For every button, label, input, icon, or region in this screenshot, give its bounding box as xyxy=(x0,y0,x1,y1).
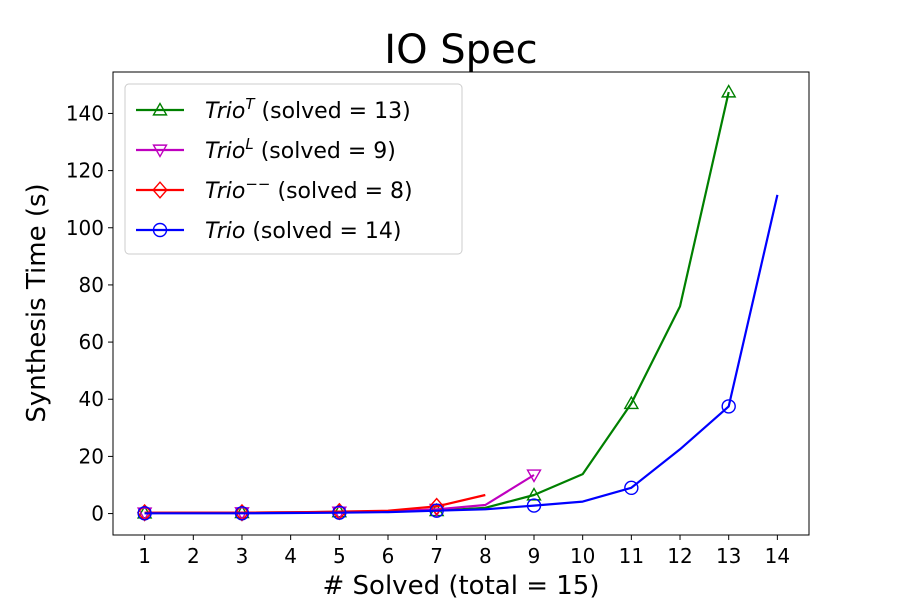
data-point xyxy=(234,506,250,521)
data-point xyxy=(526,469,542,483)
legend-label: Trio (solved = 14) xyxy=(205,219,402,244)
data-point xyxy=(526,487,542,501)
legend-marker xyxy=(152,144,168,158)
legend-marker xyxy=(152,222,168,238)
chart-title: IO Spec xyxy=(384,27,537,73)
legend-entry: TrioT (solved = 13) xyxy=(136,95,411,124)
data-point xyxy=(234,503,250,522)
y-tick-label: 140 xyxy=(66,101,104,125)
legend-marker xyxy=(152,102,168,116)
y-tick-label: 40 xyxy=(79,387,104,411)
y-axis: 0 20 40 60 80 100 120 140 xyxy=(66,101,113,526)
y-tick-label: 80 xyxy=(79,273,104,297)
legend-marker xyxy=(152,181,168,199)
x-tick-label: 5 xyxy=(333,544,346,568)
x-tick-label: 3 xyxy=(236,544,249,568)
x-tick-label: 7 xyxy=(430,544,443,568)
data-point xyxy=(136,503,153,522)
y-tick-label: 20 xyxy=(79,444,104,468)
data-point xyxy=(526,498,542,513)
x-axis-label: # Solved (total = 15) xyxy=(323,571,600,600)
series-Trio xyxy=(137,194,779,521)
data-point xyxy=(721,399,736,414)
x-tick-label: 8 xyxy=(479,544,492,568)
y-axis-label: Synthesis Time (s) xyxy=(22,183,52,422)
x-tick-label: 1 xyxy=(138,544,151,568)
x-tick-label: 10 xyxy=(570,544,595,568)
y-tick-label: 0 xyxy=(91,502,104,526)
x-tick-label: 2 xyxy=(187,544,200,568)
data-point xyxy=(137,506,152,521)
legend: TrioT (solved = 13) TrioL (solved = 9) Tri… xyxy=(124,83,463,255)
plot-frame xyxy=(112,71,810,536)
legend-entry: Trio−− (solved = 8) xyxy=(136,175,413,204)
data-point xyxy=(624,480,639,496)
x-tick-label: 14 xyxy=(765,544,790,568)
data-point xyxy=(332,505,347,520)
data-point xyxy=(429,503,444,518)
legend-label: TrioL (solved = 9) xyxy=(205,135,396,164)
x-tick-label: 9 xyxy=(528,544,541,568)
x-axis: 1 2 3 4 5 6 7 8 9 10 11 12 13 14 xyxy=(138,535,790,568)
y-tick-label: 60 xyxy=(79,330,104,354)
legend-label: TrioT (solved = 13) xyxy=(205,95,411,124)
data-point xyxy=(720,84,737,98)
y-tick-label: 100 xyxy=(66,216,104,240)
x-tick-label: 4 xyxy=(284,544,297,568)
y-tick-label: 120 xyxy=(66,159,104,183)
x-tick-label: 13 xyxy=(716,544,741,568)
data-point xyxy=(623,395,640,410)
legend-label: Trio−− (solved = 8) xyxy=(205,175,413,204)
legend-box xyxy=(124,83,463,255)
data-point xyxy=(428,497,445,516)
plot-area xyxy=(136,84,779,522)
x-tick-label: 6 xyxy=(382,544,395,568)
legend-entry: TrioL (solved = 9) xyxy=(136,135,396,164)
x-tick-label: 11 xyxy=(619,544,644,568)
x-tick-label: 12 xyxy=(667,544,692,568)
legend-entry: Trio (solved = 14) xyxy=(136,219,402,244)
series-line xyxy=(144,194,779,515)
